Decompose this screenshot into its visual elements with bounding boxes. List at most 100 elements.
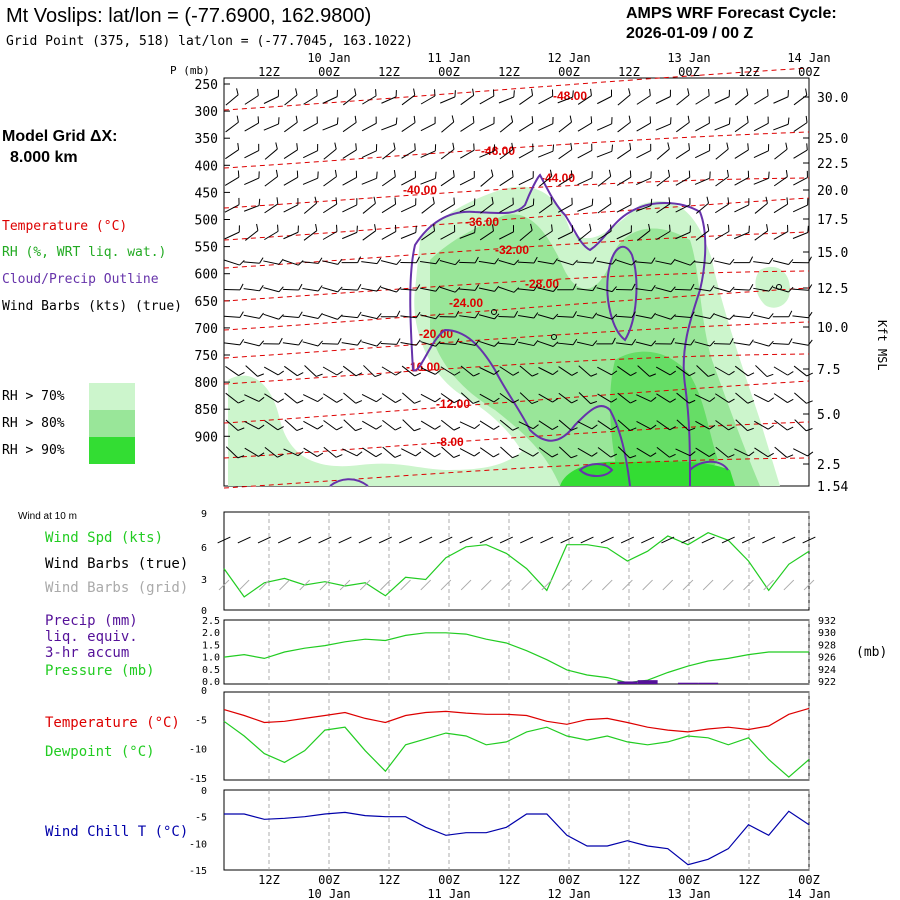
wind-barb — [537, 340, 559, 347]
wind-barb-shaft — [341, 342, 358, 346]
wind-barb-shaft — [381, 96, 397, 104]
wind-barb-shaft — [218, 579, 230, 591]
wind-barb-shaft — [420, 579, 432, 591]
wind-barb-shaft — [381, 123, 397, 131]
wind-barb-feather — [631, 283, 636, 291]
wind-barb — [440, 366, 461, 376]
grid-wind-barb — [420, 579, 432, 591]
wind-barb-shaft — [734, 149, 749, 159]
wind-barb-shaft — [714, 123, 730, 131]
kft-tick-label: 10.0 — [817, 321, 848, 336]
wind-barb-shaft — [264, 203, 279, 214]
wind-barb-feather — [533, 284, 538, 291]
wind-barb — [223, 311, 244, 318]
wind-barb — [225, 115, 239, 133]
wind-barb — [636, 116, 652, 132]
wind-barb — [264, 224, 279, 241]
wind-barb-shaft — [244, 177, 260, 186]
grid-wind-barb — [581, 579, 593, 591]
wind-barb-feather — [551, 453, 559, 458]
wind-barb-feather — [630, 399, 637, 404]
wind-barb — [244, 116, 260, 132]
wind-barb-feather — [628, 88, 631, 95]
wind-barb-feather — [512, 427, 519, 431]
surface-wind-barb — [620, 536, 635, 544]
wind-barb-shaft — [259, 579, 270, 591]
wind-barb — [460, 143, 475, 159]
kft-tick-label: 15.0 — [817, 246, 848, 261]
wind-barb — [753, 116, 769, 132]
wind-barb — [381, 224, 397, 240]
wind-barb — [381, 286, 402, 293]
wind-barb-shaft — [734, 365, 749, 377]
wind-barb — [244, 421, 265, 430]
wind-barb-shaft — [480, 175, 494, 187]
grid-wind-barb — [460, 579, 472, 591]
wind-barb-shaft — [381, 231, 397, 240]
wind-barb — [361, 171, 378, 185]
temperature-contour-label: -8.00 — [436, 435, 464, 449]
wind-barb-shaft — [459, 448, 475, 457]
wind-barb-feather — [375, 144, 378, 151]
wind-barb-feather — [277, 398, 284, 403]
wind-barb — [559, 446, 578, 459]
wind-barb — [577, 447, 598, 457]
kft-tick-label: 22.5 — [817, 157, 848, 172]
wind-barb-shaft — [342, 204, 358, 213]
wind-barb-feather — [454, 90, 456, 97]
wind-barb-shaft — [577, 122, 592, 132]
wind-barb — [460, 365, 480, 377]
wind-barb — [283, 198, 299, 213]
wind-barb-shaft — [656, 230, 671, 241]
wind-barb-shaft — [519, 365, 533, 377]
wind-barb-shaft — [381, 203, 396, 214]
wind-barb — [479, 144, 496, 158]
wind-barb — [792, 311, 813, 319]
wind-barb — [498, 259, 519, 266]
grid-wind-barb — [501, 579, 512, 591]
wind-barb-shaft — [792, 232, 809, 239]
wind-barb — [244, 143, 260, 159]
grid-wind-barb — [561, 579, 573, 591]
wind-barb-feather — [357, 256, 362, 263]
grid-wind-barb — [359, 579, 371, 591]
wind-barb-shaft — [479, 95, 495, 105]
wind-barb — [361, 285, 382, 292]
wind-barb-feather — [493, 397, 500, 403]
top-date-label: 13 Jan — [667, 51, 710, 65]
wind-barb — [792, 198, 809, 213]
wind-barb-feather — [394, 197, 397, 205]
wind-barb-feather — [630, 225, 632, 233]
wind-barb-shaft — [420, 341, 436, 347]
wind-barb-shaft — [581, 579, 593, 591]
kft-tick-label: 7.5 — [817, 363, 840, 378]
wind-barb — [498, 338, 519, 346]
wind-barb-feather — [415, 256, 420, 263]
wind-barb-shaft — [420, 314, 436, 320]
upper-wind-barbs — [223, 88, 814, 459]
wind-barb — [636, 223, 651, 241]
wind-barb — [577, 171, 593, 186]
wind-barb-feather — [552, 313, 559, 320]
temperature-tick-label: -15 — [189, 774, 207, 785]
wind-barb-shaft — [793, 365, 808, 377]
wind-barb — [361, 394, 383, 403]
wind-barb-shaft — [655, 313, 671, 320]
wind-barb — [636, 171, 652, 186]
wind-barb-shaft — [225, 121, 239, 133]
wind-barb — [245, 365, 264, 377]
cloud-outline-path — [689, 460, 729, 471]
wind-barb-feather — [648, 223, 651, 231]
wind-barb-shaft — [500, 446, 513, 459]
wind-barb-shaft — [479, 150, 495, 158]
wind-barb — [263, 337, 283, 345]
wind-barb-shaft — [322, 260, 338, 265]
wind-barb-shaft — [735, 419, 748, 432]
wind-barb-feather — [690, 339, 695, 346]
wind-barb-feather — [788, 286, 794, 293]
wind-barb — [655, 258, 676, 265]
wind-barb — [538, 224, 553, 241]
wind-barb-shaft — [342, 448, 358, 457]
rh-swatch-90 — [89, 437, 135, 464]
